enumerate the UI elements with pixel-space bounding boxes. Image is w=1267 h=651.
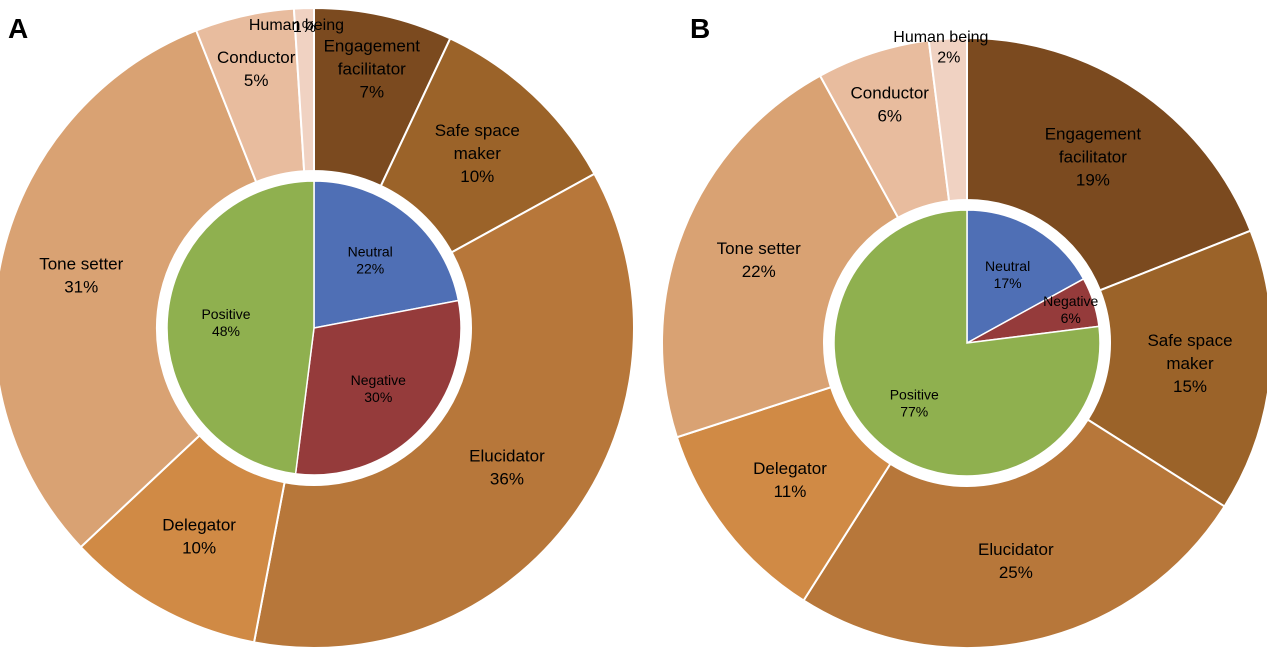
inner-label-neutral: Neutral 22%	[348, 244, 393, 277]
inner-label-neutral: Neutral 17%	[985, 258, 1030, 291]
inner-label-positive: Positive 48%	[201, 306, 250, 339]
outer-slice-engagement-facilitator	[966, 36, 1252, 292]
outer-label-elucidator: Elucidator 25%	[978, 540, 1054, 582]
outer-slice-human-being	[927, 36, 968, 203]
panel-label-b: B	[690, 13, 710, 44]
inner-slice-neutral	[966, 209, 1085, 345]
outer-slice-elucidator	[252, 172, 635, 649]
outer-label-delegator: Delegator 10%	[162, 515, 236, 557]
outer-label-engagement-facilitator: Engagement facilitator 7%	[324, 36, 421, 101]
inner-slice-positive	[833, 209, 1101, 477]
inner-label-negative: Negative 6%	[1043, 293, 1098, 326]
inner-slice-positive	[166, 180, 315, 475]
outer-label-human-being-name: Human being	[249, 17, 344, 34]
outer-slice-delegator	[675, 385, 892, 602]
chart-b: Engagement facilitator 19% Safe space maker 1…	[661, 29, 1267, 649]
outer-label-human-being-value: 1%	[293, 19, 316, 36]
outer-label-human-being-name: Human being	[893, 29, 988, 46]
outer-label-delegator: Delegator 11%	[753, 459, 827, 501]
outer-slice-elucidator	[802, 418, 1226, 649]
outer-slice-tone-setter	[661, 74, 900, 439]
outer-label-conductor: Conductor 5%	[217, 48, 296, 90]
inner-slice-negative	[294, 299, 462, 476]
outer-label-elucidator: Elucidator 36%	[469, 447, 545, 489]
outer-label-safe-space-maker: Safe space maker 15%	[1147, 331, 1232, 396]
outer-slice-human-being	[292, 6, 315, 173]
chart-a: Engagement facilitator 7%Safe space maker 10…	[0, 6, 635, 649]
outer-label-tone-setter: Tone setter 31%	[39, 254, 123, 296]
outer-slice-tone-setter	[0, 29, 258, 549]
outer-label-safe-space-maker: Safe space maker 10%	[435, 121, 520, 186]
outer-label-human-being-value: 2%	[937, 50, 960, 67]
outer-slice-safe-space-maker	[1086, 229, 1267, 508]
outer-label-conductor: Conductor 6%	[851, 84, 930, 126]
inner-label-negative: Negative 30%	[351, 372, 406, 405]
panel-label-a: A	[8, 13, 28, 44]
inner-slice-neutral	[313, 180, 460, 329]
outer-label-engagement-facilitator: Engagement facilitator 19%	[1045, 125, 1142, 190]
outer-label-tone-setter: Tone setter 22%	[717, 239, 801, 281]
inner-label-positive: Positive 77%	[890, 386, 939, 419]
